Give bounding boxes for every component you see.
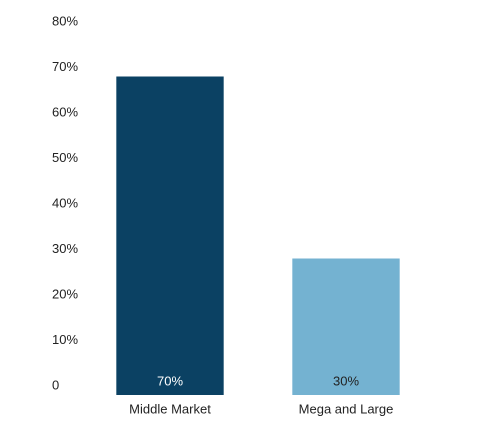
y-tick-label: 50% (52, 150, 78, 165)
x-tick-label: Middle Market (129, 401, 211, 416)
y-tick-label: 0 (52, 377, 59, 392)
y-tick-label: 70% (52, 59, 78, 74)
bar (292, 258, 400, 395)
data-label: 30% (333, 373, 359, 388)
y-tick-label: 30% (52, 241, 78, 256)
data-label: 70% (157, 373, 183, 388)
y-tick-label: 20% (52, 286, 78, 301)
y-tick-label: 80% (52, 13, 78, 28)
y-tick-label: 40% (52, 195, 78, 210)
y-tick-label: 60% (52, 104, 78, 119)
y-tick-label: 10% (52, 332, 78, 347)
bar (116, 76, 224, 395)
x-tick-label: Mega and Large (299, 401, 394, 416)
